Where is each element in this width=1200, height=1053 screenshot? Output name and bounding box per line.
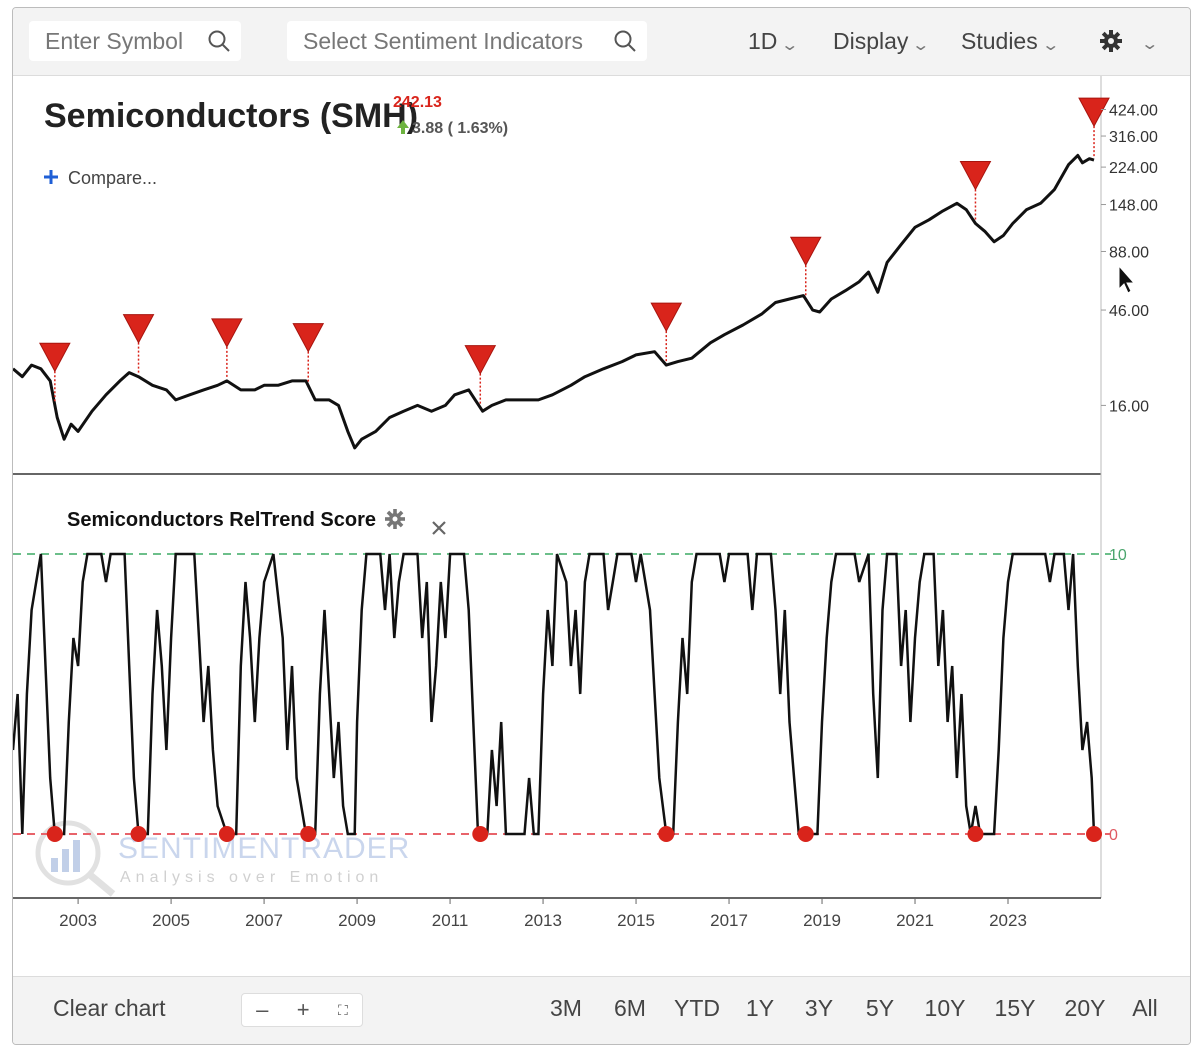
indicator-title: Semiconductors RelTrend Score: [67, 509, 376, 531]
score-tick-label: 10: [1109, 547, 1127, 564]
zoom-controls: – + ⛶: [241, 993, 363, 1027]
range-button-20y[interactable]: 20Y: [1064, 995, 1106, 1021]
signal-triangle-marker: [211, 318, 243, 348]
signal-triangle-marker: [122, 314, 155, 344]
signal-dot: [46, 826, 63, 842]
toolbar: 1D ⌄ Display ⌄ Studies ⌄ ⌄: [13, 8, 1190, 76]
last-price: 242.13: [393, 94, 442, 111]
score-chart: [13, 552, 1111, 842]
range-button-all[interactable]: All: [1132, 995, 1158, 1021]
price-tick-label: 424.00: [1109, 102, 1158, 119]
price-tick-label: 316.00: [1109, 129, 1158, 146]
watermark: SENTIMENTRADER Analysis over Emotion: [35, 820, 410, 897]
price-line: [13, 153, 1095, 450]
chevron-down-icon: ⌄: [780, 36, 800, 54]
price-chart: [13, 97, 1110, 450]
display-dropdown[interactable]: Display ⌄: [833, 28, 931, 55]
signal-triangle-marker: [650, 302, 683, 333]
range-button-ytd[interactable]: YTD: [674, 995, 720, 1021]
signal-dot: [300, 826, 317, 842]
studies-label: Studies: [961, 28, 1038, 54]
signal-dot: [967, 826, 984, 842]
signal-dot: [218, 826, 235, 842]
signal-triangle-marker: [292, 323, 325, 353]
clear-chart-button[interactable]: Clear chart: [53, 995, 166, 1021]
range-button-10y[interactable]: 10Y: [924, 995, 966, 1021]
signal-triangle-marker: [464, 345, 497, 375]
watermark-brand: SENTIMENTRADER: [118, 832, 410, 865]
signal-dot: [1086, 826, 1103, 842]
settings-dropdown[interactable]: ⌄: [1099, 28, 1160, 54]
x-tick-label: 2023: [989, 911, 1027, 930]
x-tick-label: 2021: [896, 911, 934, 930]
range-button-3y[interactable]: 3Y: [804, 995, 834, 1021]
fullscreen-icon[interactable]: ⛶: [338, 1001, 348, 1018]
bottom-bar: Clear chart – + ⛶ 3M 6M YTD 1Y 3Y 5Y 10Y 15Y 20Y…: [13, 976, 1190, 1044]
x-tick-label: 2013: [524, 911, 562, 930]
score-line: [13, 552, 1096, 836]
chart-title: Semiconductors (SMH): [44, 97, 418, 135]
x-tick-label: 2007: [245, 911, 283, 930]
range-selector: 3M 6M YTD 1Y 3Y 5Y 10Y 15Y 20Y All: [534, 995, 1170, 1022]
signal-dot: [797, 826, 814, 842]
chevron-down-icon: ⌄: [1140, 36, 1160, 53]
studies-dropdown[interactable]: Studies ⌄: [961, 28, 1060, 55]
x-tick-label: 2019: [803, 911, 841, 930]
sentiment-input[interactable]: [287, 26, 647, 56]
range-button-6m[interactable]: 6M: [614, 995, 646, 1021]
axes: 16.00 46.00 88.00 148.00 224.00 316.00 424.00 0…: [59, 102, 1158, 930]
signal-dot: [472, 826, 489, 842]
signal-triangle-marker: [959, 160, 992, 191]
search-icon[interactable]: [613, 29, 637, 53]
chevron-down-icon: ⌄: [911, 36, 931, 54]
x-tick-label: 2011: [432, 911, 469, 930]
signal-triangle-marker: [39, 342, 71, 373]
compare-button[interactable]: Compare...: [44, 168, 157, 188]
display-label: Display: [833, 28, 909, 54]
close-icon[interactable]: [432, 521, 446, 535]
x-tick-label: 2005: [152, 911, 190, 930]
signal-dot: [658, 826, 675, 842]
compare-label: Compare...: [68, 168, 157, 188]
x-tick-label: 2015: [617, 911, 655, 930]
range-button-1y[interactable]: 1Y: [745, 995, 775, 1021]
signal-triangle-marker: [789, 236, 822, 267]
search-icon[interactable]: [207, 29, 231, 53]
signal-triangle-marker: [1078, 97, 1110, 128]
price-tick-label: 224.00: [1109, 160, 1158, 177]
plus-icon: [44, 170, 58, 184]
chart-window: 1D ⌄ Display ⌄ Studies ⌄ ⌄: [12, 7, 1191, 1045]
x-tick-label: 2003: [59, 911, 97, 930]
price-tick-label: 46.00: [1109, 303, 1149, 320]
symbol-input[interactable]: [29, 26, 241, 56]
signal-dot: [130, 826, 147, 842]
watermark-tagline: Analysis over Emotion: [120, 869, 383, 886]
interval-dropdown[interactable]: 1D ⌄: [748, 28, 800, 55]
mouse-cursor-icon: [1118, 264, 1136, 294]
magnifier-logo-icon: [35, 820, 116, 897]
indicator-settings-button[interactable]: [381, 505, 409, 533]
x-tick-label: 2009: [338, 911, 376, 930]
zoom-out-button[interactable]: –: [256, 997, 269, 1022]
price-tick-label: 148.00: [1109, 198, 1158, 215]
range-button-15y[interactable]: 15Y: [994, 995, 1036, 1021]
score-tick-label: 0: [1109, 827, 1118, 844]
chart-svg[interactable]: Semiconductors (SMH) 242.13 3.88 ( 1.63%…: [13, 76, 1190, 976]
gear-icon: [385, 509, 405, 529]
sentiment-search[interactable]: [287, 21, 647, 61]
zoom-in-button[interactable]: +: [296, 997, 310, 1022]
x-tick-label: 2017: [710, 911, 748, 930]
price-change: 3.88 ( 1.63%): [412, 120, 508, 137]
chevron-down-icon: ⌄: [1041, 36, 1060, 54]
range-button-3m[interactable]: 3M: [550, 995, 582, 1021]
arrow-up-icon: [397, 120, 409, 134]
chart-area[interactable]: Semiconductors (SMH) 242.13 3.88 ( 1.63%…: [13, 76, 1190, 976]
price-tick-label: 16.00: [1109, 398, 1149, 415]
gear-icon[interactable]: [1099, 29, 1123, 53]
symbol-search[interactable]: [29, 21, 241, 61]
price-tick-label: 88.00: [1109, 244, 1149, 261]
interval-label: 1D: [748, 28, 778, 54]
range-button-5y[interactable]: 5Y: [865, 995, 895, 1021]
